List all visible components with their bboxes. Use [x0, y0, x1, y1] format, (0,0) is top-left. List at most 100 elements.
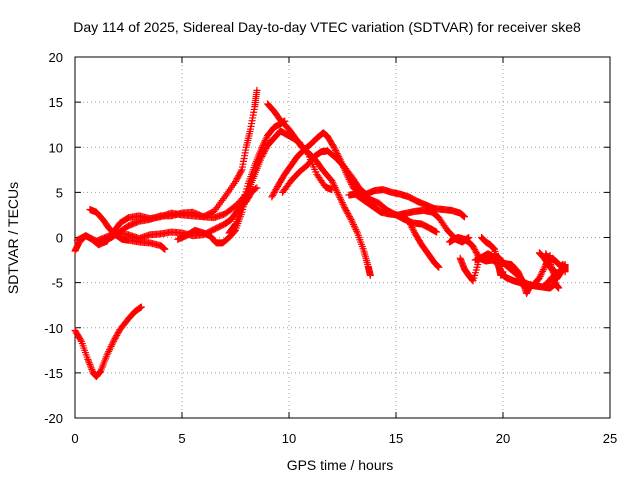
- x-tick-label: 10: [282, 431, 296, 446]
- y-tick-label: 15: [49, 95, 63, 110]
- plus-marker: [338, 199, 346, 207]
- y-tick-label: 0: [56, 231, 63, 246]
- data-markers: [71, 86, 569, 380]
- plus-marker: [340, 202, 348, 210]
- plus-marker: [236, 169, 244, 177]
- plus-marker: [330, 143, 338, 151]
- plus-marker: [331, 145, 339, 153]
- plus-marker: [85, 357, 93, 365]
- plus-marker: [559, 261, 567, 269]
- plus-marker: [106, 344, 114, 352]
- x-tick-labels: 0 5 10 15 20 25: [71, 431, 617, 446]
- plus-marker: [257, 145, 265, 153]
- plus-marker: [337, 197, 345, 205]
- plus-marker: [350, 222, 358, 230]
- plus-marker: [409, 225, 417, 233]
- plus-marker: [109, 339, 117, 347]
- x-tick-label: 0: [71, 431, 78, 446]
- plus-marker: [235, 172, 243, 180]
- plus-marker: [77, 336, 85, 344]
- plus-marker: [262, 135, 270, 143]
- y-tick-label: -15: [44, 366, 63, 381]
- x-tick-label: 5: [178, 431, 185, 446]
- plus-marker: [86, 360, 94, 368]
- plus-marker: [108, 341, 116, 349]
- plus-marker: [87, 364, 95, 372]
- series-arc-1: [71, 303, 145, 380]
- plus-marker: [333, 187, 341, 195]
- plus-marker: [258, 143, 266, 151]
- plus-marker: [103, 351, 111, 359]
- plus-marker: [460, 213, 468, 221]
- plus-marker: [339, 200, 347, 208]
- plus-marker: [253, 184, 261, 192]
- plus-marker: [555, 284, 563, 292]
- x-tick-label: 20: [496, 431, 510, 446]
- plus-marker: [260, 140, 268, 148]
- plus-marker: [405, 217, 413, 225]
- series-arc-10: [279, 147, 468, 221]
- plus-marker: [114, 330, 122, 338]
- plus-marker: [348, 217, 356, 225]
- y-tick-label: 20: [49, 50, 63, 65]
- plus-marker: [349, 219, 357, 227]
- y-tick-label: 5: [56, 185, 63, 200]
- plus-marker: [366, 271, 374, 279]
- series-arc-3: [73, 86, 261, 245]
- series-arc-20: [540, 273, 563, 292]
- plus-marker: [353, 227, 361, 235]
- chart-title: Day 114 of 2025, Sidereal Day-to-day VTE…: [73, 19, 581, 35]
- plus-marker: [88, 365, 96, 373]
- plus-marker: [351, 224, 359, 232]
- plus-marker: [410, 227, 418, 235]
- plus-marker: [346, 214, 354, 222]
- plus-marker: [539, 267, 547, 275]
- plus-marker: [499, 268, 507, 276]
- plus-marker: [260, 138, 268, 146]
- y-tick-label: -5: [51, 276, 63, 291]
- plus-marker: [408, 224, 416, 232]
- tick-marks: [74, 56, 611, 419]
- plus-marker: [341, 204, 349, 212]
- plus-marker: [332, 146, 340, 154]
- series-arc-16: [478, 234, 507, 279]
- plus-marker: [105, 347, 113, 355]
- plus-marker: [331, 183, 339, 191]
- plus-marker: [334, 190, 342, 198]
- plus-marker: [336, 194, 344, 202]
- plus-marker: [106, 346, 114, 354]
- y-tick-labels: -20 -15 -10 -5 0 5 10 15 20: [44, 50, 63, 426]
- plus-marker: [231, 221, 239, 229]
- plus-marker: [406, 219, 414, 227]
- plus-marker: [84, 355, 92, 363]
- plus-marker: [561, 268, 569, 276]
- plus-marker: [347, 215, 355, 223]
- plus-marker: [333, 188, 341, 196]
- plus-marker: [332, 148, 340, 156]
- plus-marker: [161, 245, 169, 253]
- plus-marker: [352, 226, 360, 234]
- plus-marker: [329, 180, 337, 188]
- plus-marker: [435, 263, 443, 271]
- plus-marker: [536, 272, 544, 280]
- plus-marker: [472, 248, 480, 256]
- plus-marker: [433, 228, 441, 236]
- series-arc-12: [398, 211, 443, 271]
- y-axis-label: SDTVAR / TECUs: [5, 182, 21, 294]
- y-tick-label: 10: [49, 140, 63, 155]
- plus-marker: [345, 211, 353, 219]
- plus-marker: [253, 86, 261, 94]
- plus-marker: [537, 271, 545, 279]
- plus-marker: [332, 185, 340, 193]
- plus-marker: [261, 137, 269, 145]
- plus-marker: [539, 266, 547, 274]
- x-axis-label: GPS time / hours: [287, 457, 394, 473]
- plus-marker: [406, 220, 414, 228]
- series-arc-8: [264, 100, 374, 279]
- plus-marker: [110, 337, 118, 345]
- plus-marker: [259, 142, 267, 150]
- plus-marker: [107, 342, 115, 350]
- plus-marker: [335, 192, 343, 200]
- plus-marker: [87, 362, 95, 370]
- plus-marker: [104, 349, 112, 357]
